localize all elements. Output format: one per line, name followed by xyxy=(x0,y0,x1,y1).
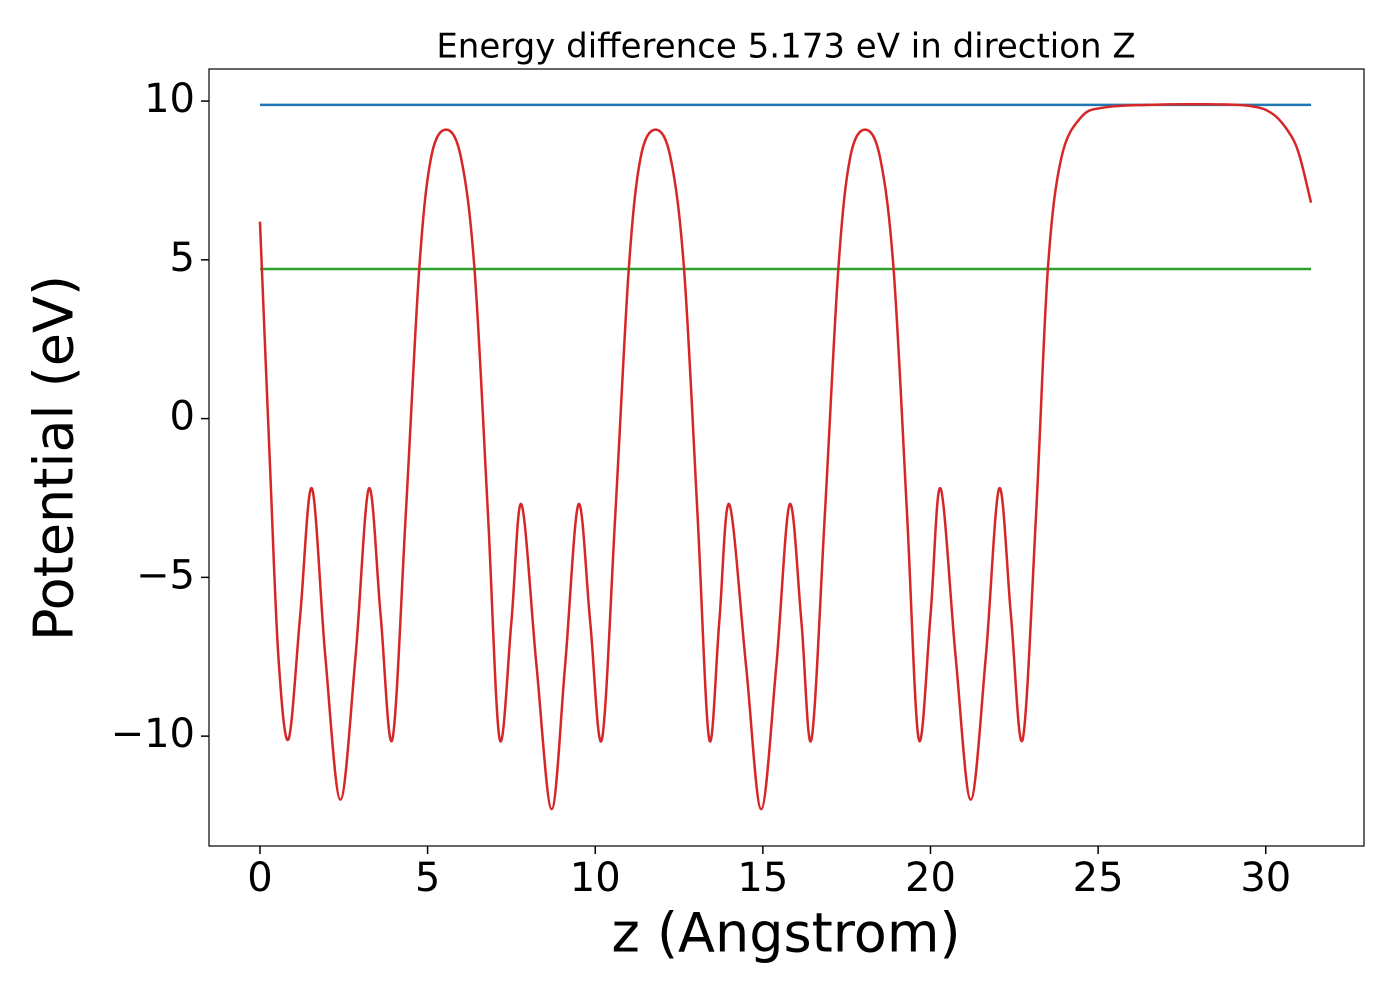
x-tick-label: 25 xyxy=(1073,855,1124,901)
y-tick-label: 0 xyxy=(170,394,195,440)
x-tick-label: 10 xyxy=(570,855,621,901)
x-tick-label: 30 xyxy=(1240,855,1291,901)
line-series xyxy=(258,102,1313,811)
x-tick-label: 0 xyxy=(247,855,272,901)
y-axis-label: Potential (eV) xyxy=(23,275,86,641)
y-tick-label: 10 xyxy=(144,76,195,122)
y-tick-label: −5 xyxy=(136,552,195,598)
x-axis-label: z (Angstrom) xyxy=(611,902,960,965)
x-tick-label: 15 xyxy=(737,855,788,901)
y-tick-label: −10 xyxy=(111,711,195,757)
plot-frame xyxy=(208,68,1365,847)
y-tick-label: 5 xyxy=(170,235,195,281)
x-tick-label: 5 xyxy=(415,855,440,901)
x-tick-label: 20 xyxy=(905,855,956,901)
chart-title: Energy difference 5.173 eV in direction … xyxy=(436,27,1135,67)
